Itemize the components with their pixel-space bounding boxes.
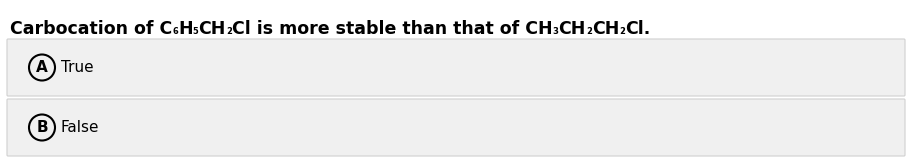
Text: ₂: ₂ bbox=[226, 22, 231, 36]
FancyBboxPatch shape bbox=[7, 99, 904, 156]
Text: B: B bbox=[36, 120, 47, 135]
Text: H: H bbox=[178, 20, 192, 38]
Text: Cl is more stable than that of CH: Cl is more stable than that of CH bbox=[231, 20, 552, 38]
Text: Carbocation of C: Carbocation of C bbox=[10, 20, 172, 38]
Text: A: A bbox=[36, 60, 47, 75]
FancyBboxPatch shape bbox=[7, 39, 904, 96]
Text: ₆: ₆ bbox=[172, 22, 178, 36]
Text: ₂: ₂ bbox=[619, 22, 624, 36]
Text: False: False bbox=[61, 120, 99, 135]
Text: True: True bbox=[61, 60, 94, 75]
Text: CH: CH bbox=[591, 20, 619, 38]
Text: ₃: ₃ bbox=[552, 22, 558, 36]
Text: ₅: ₅ bbox=[192, 22, 199, 36]
Text: CH: CH bbox=[558, 20, 585, 38]
Text: Cl.: Cl. bbox=[624, 20, 650, 38]
Text: CH: CH bbox=[199, 20, 226, 38]
Text: ₂: ₂ bbox=[585, 22, 591, 36]
